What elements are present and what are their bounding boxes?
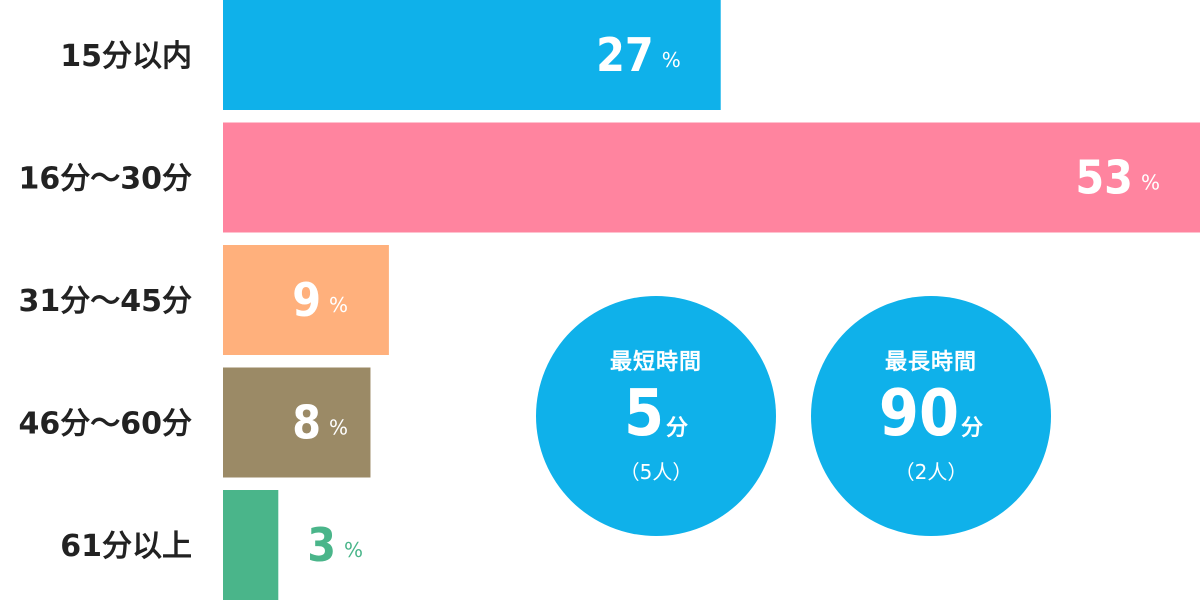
data-label-category-3: 9%	[292, 273, 348, 327]
tick-label-category-2: 16分〜30分	[19, 162, 193, 197]
shortest-time-unit: 分	[666, 416, 689, 441]
longest-time-value: 90分	[811, 376, 1051, 452]
shortest-time-circle: 最短時間 5分 （5人）	[536, 296, 776, 536]
data-label-value-category-3: 9	[292, 273, 321, 327]
data-label-value-category-1: 27	[596, 28, 654, 82]
data-label-value-category-2: 53	[1075, 151, 1133, 205]
data-label-category-5: 3%	[307, 518, 363, 572]
category-labels: 15分以内 16分〜30分 31分〜45分 46分〜60分 61分以上	[19, 39, 193, 564]
longest-time-title: 最長時間	[884, 350, 977, 375]
data-label-unit-category-4: %	[329, 416, 348, 440]
shortest-time-title: 最短時間	[609, 350, 702, 375]
bar-category-5	[223, 490, 279, 600]
data-label-category-1: 27%	[596, 28, 681, 82]
bars	[223, 0, 1200, 600]
data-label-unit-category-5: %	[344, 538, 363, 562]
shortest-time-value: 5分	[536, 376, 776, 452]
bar-category-3	[223, 245, 389, 355]
data-label-unit-category-2: %	[1141, 171, 1160, 195]
longest-time-note: （2人）	[894, 460, 968, 484]
tick-label-category-3: 31分〜45分	[19, 284, 193, 319]
longest-time-unit: 分	[961, 416, 984, 441]
tick-label-category-4: 46分〜60分	[19, 407, 193, 442]
data-label-unit-category-3: %	[329, 293, 348, 317]
tick-label-category-1: 15分以内	[60, 39, 192, 74]
data-label-value-category-4: 8	[292, 396, 321, 450]
data-label-unit-category-1: %	[662, 48, 681, 72]
shortest-time-note: （5人）	[619, 460, 693, 484]
tick-label-category-5: 61分以上	[60, 529, 192, 564]
data-label-category-4: 8%	[292, 396, 348, 450]
bar-category-1	[223, 0, 721, 110]
data-label-value-category-5: 3	[307, 518, 336, 572]
value-labels: 27 %53 %9 %8 %3%	[292, 28, 1160, 572]
bar-category-4	[223, 367, 371, 478]
data-label-category-2: 53%	[1075, 151, 1160, 205]
shortest-time-number: 5	[623, 377, 665, 451]
longest-time-circle: 最長時間 90分 （2人）	[811, 296, 1051, 536]
longest-time-number: 90	[878, 377, 960, 451]
bar-category-2	[223, 122, 1200, 233]
